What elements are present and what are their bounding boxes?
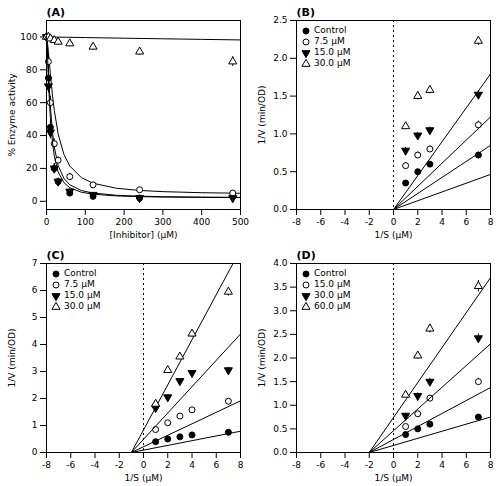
svg-text:(D): (D): [297, 249, 316, 262]
svg-text:1/V (min/OD): 1/V (min/OD): [257, 329, 267, 388]
svg-text:3: 3: [32, 366, 38, 376]
html-text:Control: Control: [64, 268, 97, 278]
html-text:Control: Control: [314, 268, 347, 278]
svg-text:1.0: 1.0: [273, 400, 288, 410]
svg-text:0.0: 0.0: [273, 447, 288, 457]
html-text:15.0 μM: 15.0 μM: [314, 279, 351, 289]
html-text:7.5 μM: 7.5 μM: [314, 36, 345, 46]
svg-text:4: 4: [189, 460, 195, 470]
svg-text:500: 500: [232, 217, 249, 227]
svg-text:200: 200: [116, 217, 133, 227]
svg-text:0: 0: [141, 460, 147, 470]
svg-text:1/V (min/OD): 1/V (min/OD): [257, 86, 267, 145]
svg-text:4.0: 4.0: [273, 258, 288, 268]
svg-text:1/S (μM): 1/S (μM): [375, 473, 413, 483]
svg-text:-8: -8: [292, 460, 301, 470]
svg-text:100: 100: [20, 32, 37, 42]
svg-text:(C): (C): [47, 249, 65, 262]
html-text:30.0 μM: 30.0 μM: [314, 58, 351, 68]
svg-text:2.0: 2.0: [273, 53, 288, 63]
svg-text:2: 2: [32, 393, 38, 403]
svg-text:60: 60: [26, 98, 38, 108]
svg-text:40: 40: [26, 130, 38, 140]
svg-text:2: 2: [415, 217, 421, 227]
svg-text:-4: -4: [341, 460, 350, 470]
svg-text:1: 1: [32, 420, 38, 430]
svg-text:8: 8: [488, 460, 494, 470]
html-text:Control: Control: [314, 25, 347, 35]
svg-text:-6: -6: [316, 460, 325, 470]
svg-text:8: 8: [488, 217, 494, 227]
svg-text:-4: -4: [91, 460, 100, 470]
svg-text:6: 6: [32, 285, 38, 295]
svg-text:0: 0: [44, 217, 50, 227]
svg-text:100: 100: [77, 217, 94, 227]
svg-text:1/S (μM): 1/S (μM): [375, 230, 413, 240]
svg-text:-8: -8: [292, 217, 301, 227]
svg-text:0: 0: [32, 447, 38, 457]
svg-text:-4: -4: [341, 217, 350, 227]
svg-text:80: 80: [26, 65, 38, 75]
svg-text:4: 4: [439, 460, 445, 470]
svg-text:2.0: 2.0: [273, 353, 288, 363]
svg-text:1/V (min/OD): 1/V (min/OD): [7, 329, 17, 388]
svg-text:0.5: 0.5: [273, 167, 287, 177]
svg-text:(A): (A): [47, 6, 66, 19]
svg-text:6: 6: [463, 217, 469, 227]
svg-text:2: 2: [415, 460, 421, 470]
svg-text:1.5: 1.5: [273, 377, 287, 387]
html-text:7.5 μM: 7.5 μM: [64, 279, 95, 289]
svg-text:4: 4: [32, 339, 38, 349]
svg-text:1/S (μM): 1/S (μM): [125, 473, 163, 483]
svg-text:2.5: 2.5: [273, 15, 287, 25]
svg-text:-2: -2: [365, 217, 374, 227]
svg-text:-8: -8: [42, 460, 51, 470]
svg-text:8: 8: [238, 460, 244, 470]
svg-text:1.5: 1.5: [273, 91, 287, 101]
svg-text:3.5: 3.5: [273, 282, 287, 292]
svg-text:0.0: 0.0: [273, 204, 288, 214]
svg-text:[Inhibitor] (μM): [Inhibitor] (μM): [110, 230, 178, 240]
svg-text:-6: -6: [316, 217, 325, 227]
html-text:30.0 μM: 30.0 μM: [314, 290, 351, 300]
svg-text:5: 5: [32, 312, 38, 322]
svg-text:6: 6: [213, 460, 219, 470]
svg-text:-6: -6: [66, 460, 75, 470]
svg-text:300: 300: [154, 217, 171, 227]
svg-text:3.0: 3.0: [273, 306, 288, 316]
svg-text:2: 2: [165, 460, 171, 470]
svg-text:400: 400: [193, 217, 210, 227]
svg-text:6: 6: [463, 460, 469, 470]
svg-text:0: 0: [391, 217, 397, 227]
html-text:15.0 μM: 15.0 μM: [314, 47, 351, 57]
svg-text:2.5: 2.5: [273, 329, 287, 339]
svg-text:(B): (B): [297, 6, 315, 19]
svg-text:20: 20: [26, 163, 38, 173]
svg-text:% Enzyme activity: % Enzyme activity: [7, 73, 17, 157]
svg-text:7: 7: [32, 258, 38, 268]
svg-text:-2: -2: [365, 460, 374, 470]
svg-text:-2: -2: [115, 460, 124, 470]
svg-text:0.5: 0.5: [273, 424, 287, 434]
svg-text:0: 0: [32, 196, 38, 206]
html-text:15.0 μM: 15.0 μM: [64, 290, 101, 300]
svg-text:4: 4: [439, 217, 445, 227]
html-text:60.0 μM: 60.0 μM: [314, 301, 351, 311]
svg-text:0: 0: [391, 460, 397, 470]
svg-text:1.0: 1.0: [273, 129, 288, 139]
html-text:30.0 μM: 30.0 μM: [64, 301, 101, 311]
